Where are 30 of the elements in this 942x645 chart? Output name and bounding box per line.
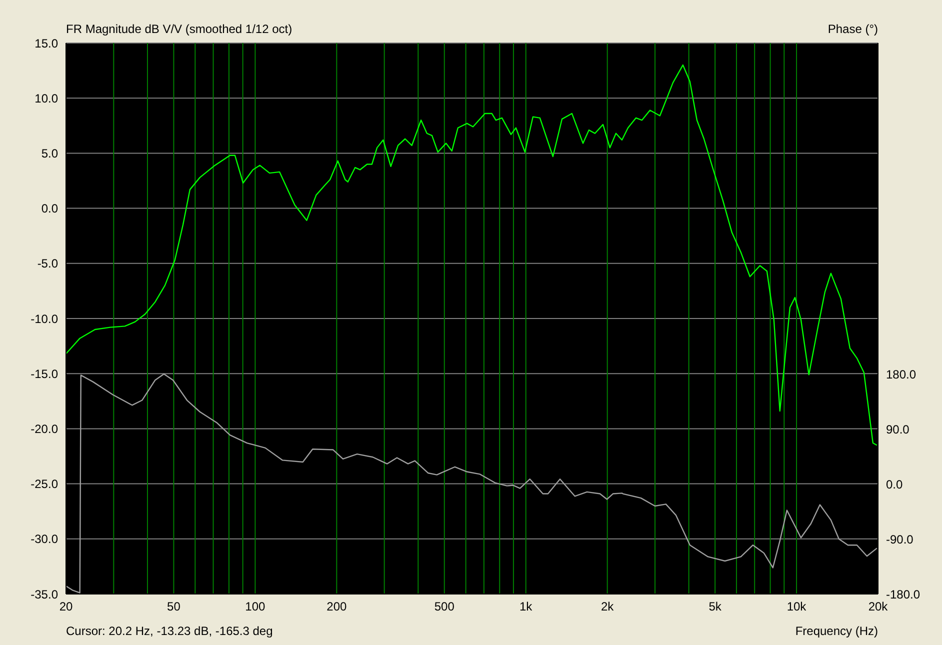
y2-tick-label: 180.0 [886,367,916,382]
y2-tick-label: 90.0 [886,422,910,436]
y-tick-label: 10.0 [34,91,58,106]
y-tick-label: -30.0 [30,532,58,546]
y-tick-label: -5.0 [37,256,58,271]
x-tick-label: 1k [520,600,534,614]
x-tick-label: 5k [708,600,722,614]
x-tick-label: 500 [434,600,455,614]
y2-axis-title: Phase (°) [828,22,878,36]
x-tick-label: 100 [245,600,266,614]
y-tick-label: -10.0 [30,312,58,326]
x-tick-label: 20 [59,600,73,614]
y2-tick-label: -90.0 [886,532,914,546]
x-tick-label: 50 [167,600,181,614]
y-tick-label: 5.0 [41,146,58,160]
y-tick-label: 15.0 [34,36,58,50]
y-tick-label: 0.0 [41,202,58,216]
y-tick-label: -15.0 [30,366,58,381]
y2-tick-label: 0.0 [886,477,904,492]
x-tick-label: 2k [600,600,615,614]
y2-tick-label: -180.0 [886,587,920,602]
x-tick-label: 10k [786,600,808,614]
x-tick-label: 20k [868,600,889,614]
y-tick-label: -25.0 [30,477,58,492]
y-tick-label: -20.0 [30,422,58,436]
x-tick-label: 200 [326,600,347,614]
x-axis-title: Frequency (Hz) [795,624,878,638]
y-tick-label: -35.0 [30,587,58,602]
chart-title: FR Magnitude dB V/V (smoothed 1/12 oct) [66,22,292,36]
text: Cursor: 20.2 Hz, -13.23 dB, -165.3 deg [66,624,273,638]
